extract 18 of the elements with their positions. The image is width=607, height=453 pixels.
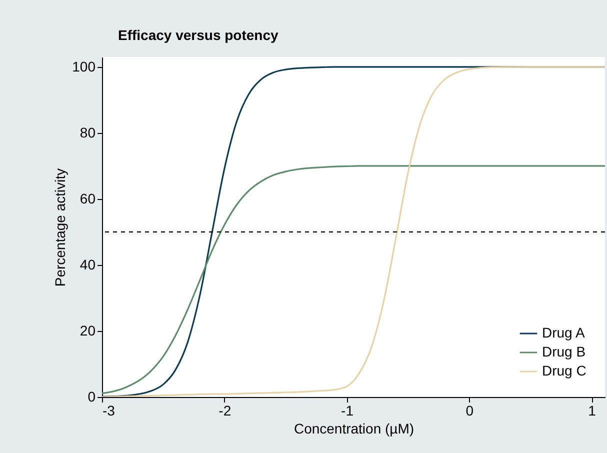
chart-title: Efficacy versus potency <box>118 27 279 43</box>
y-tick-label: 100 <box>72 58 96 74</box>
x-tick-label: 1 <box>588 402 596 418</box>
x-tick-label: -2 <box>218 402 232 418</box>
legend-label: Drug B <box>542 344 586 360</box>
legend-label: Drug C <box>542 362 586 378</box>
x-tick-label: -1 <box>341 402 354 418</box>
y-tick-label: 60 <box>80 190 96 206</box>
legend-label: Drug A <box>542 324 586 340</box>
y-tick-label: 80 <box>80 124 96 140</box>
x-tick-label: 0 <box>466 402 474 418</box>
y-tick-label: 0 <box>88 388 96 404</box>
y-axis-title: Percentage activity <box>52 168 68 287</box>
y-tick-label: 40 <box>80 256 96 272</box>
line-series <box>102 165 605 394</box>
y-tick-label: 20 <box>80 322 96 338</box>
x-tick-label: -3 <box>102 402 116 418</box>
x-axis-title: Concentration (µM) <box>294 420 414 436</box>
